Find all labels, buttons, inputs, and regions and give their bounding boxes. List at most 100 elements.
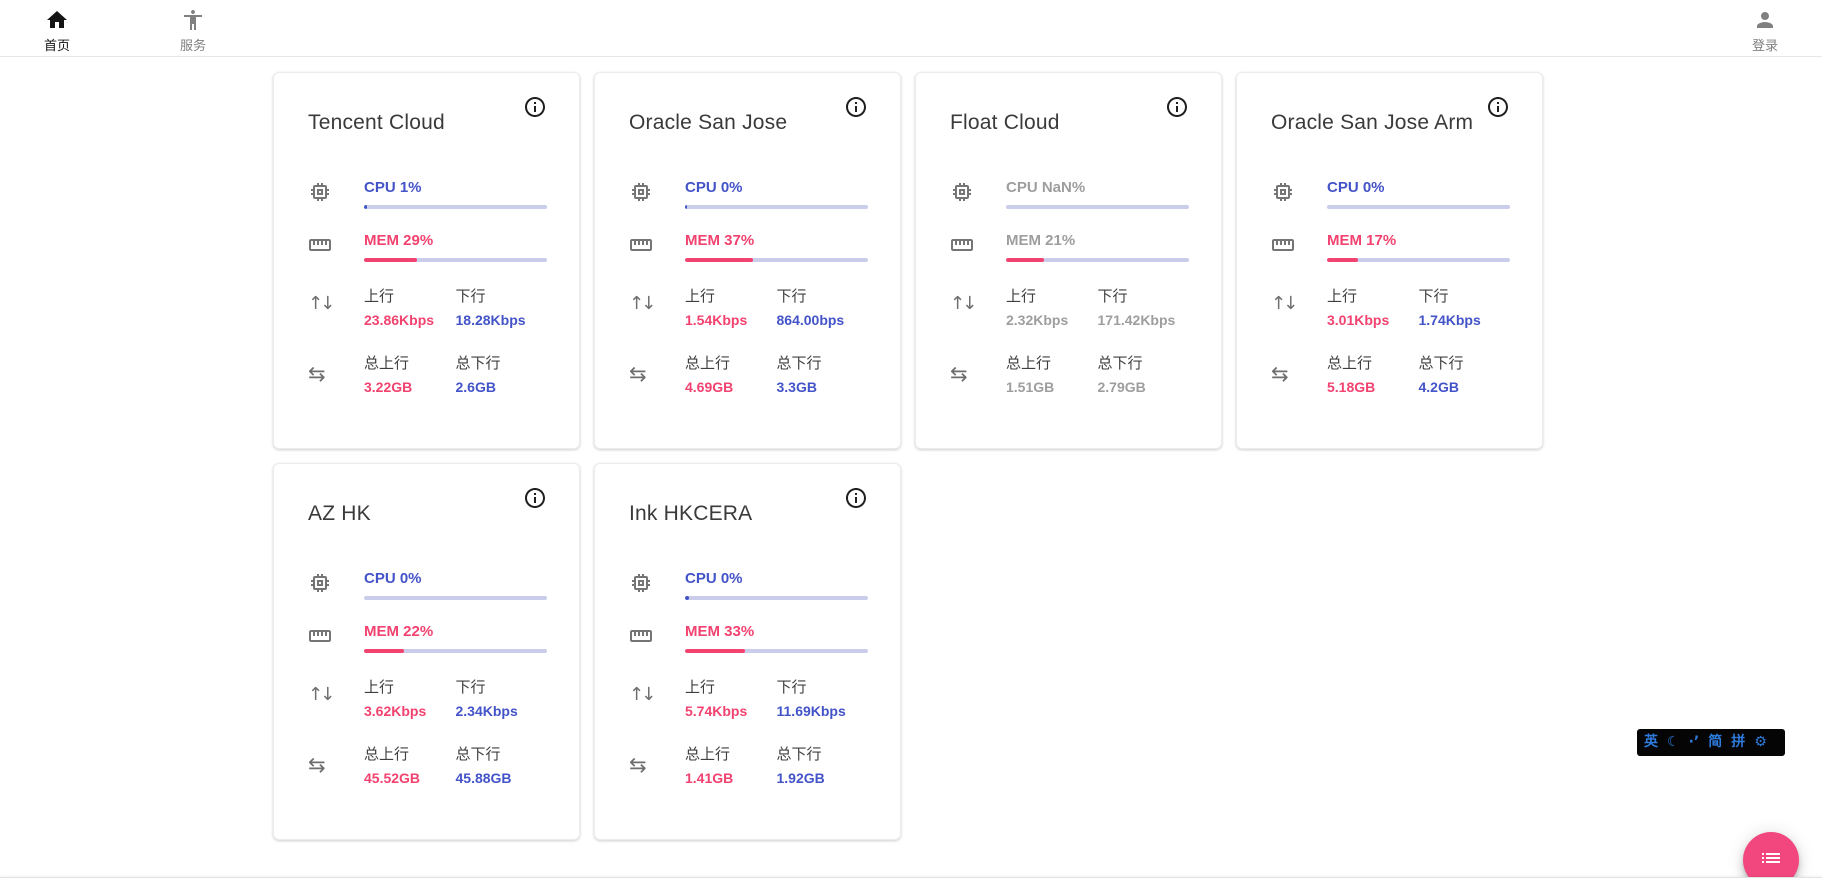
download-speed: 2.34Kbps [455, 703, 518, 719]
services-icon [181, 8, 205, 37]
server-name: Tencent Cloud [308, 111, 445, 134]
cpu-row: CPU NaN% [950, 179, 1189, 209]
total-download-label: 总下行 [1097, 355, 1143, 372]
swap-arrows-icon: ⇆ [308, 362, 326, 386]
cpu-chip-icon [629, 179, 685, 209]
upload-speed: 3.62Kbps [364, 703, 427, 719]
mem-progress-bar [1327, 258, 1510, 262]
memory-ruler-icon [629, 623, 685, 653]
mem-row: MEM 37% [629, 232, 868, 262]
network-speed-row: ↑↓ 上行 1.54Kbps 下行 864.00bps [629, 285, 868, 329]
moon-icon[interactable]: ☾ [1667, 734, 1680, 750]
info-icon[interactable] [844, 95, 868, 119]
cpu-chip-icon [308, 179, 364, 209]
nav-services-label: 服务 [179, 38, 206, 53]
mem-row: MEM 29% [308, 232, 547, 262]
mem-progress-bar [364, 649, 547, 653]
memory-ruler-icon [308, 232, 364, 262]
total-download: 2.6GB [455, 379, 496, 395]
ime-pinyin-toggle[interactable]: 拼 [1731, 734, 1746, 750]
mem-row: MEM 17% [1271, 232, 1510, 262]
upload-speed: 3.01Kbps [1327, 312, 1390, 328]
server-card-float-cloud: Float Cloud CPU NaN% MEM 21% [915, 72, 1222, 449]
upload-speed: 23.86Kbps [364, 312, 435, 328]
server-card-oracle-san-jose-arm: Oracle San Jose Arm CPU 0% MEM [1236, 72, 1543, 449]
cpu-row: CPU 1% [308, 179, 547, 209]
nav-item-home[interactable]: 首页 [28, 2, 86, 54]
cpu-usage-label: CPU 0% [364, 570, 422, 587]
ime-punctuation-toggle[interactable]: ·’ [1688, 734, 1700, 750]
server-name: AZ HK [308, 502, 371, 525]
network-speed-row: ↑↓ 上行 3.62Kbps 下行 2.34Kbps [308, 676, 547, 720]
nav-item-login[interactable]: 登录 [1736, 2, 1794, 54]
nav-home-label: 首页 [43, 38, 70, 53]
upload-label: 上行 [685, 679, 716, 696]
download-label: 下行 [776, 288, 807, 305]
server-card-tencent-cloud: Tencent Cloud CPU 1% MEM 29% [273, 72, 580, 449]
network-speed-row: ↑↓ 上行 23.86Kbps 下行 18.28Kbps [308, 285, 547, 329]
total-download-label: 总下行 [776, 355, 822, 372]
ime-simplified-toggle[interactable]: 简 [1708, 734, 1723, 750]
swap-arrows-icon: ⇆ [950, 362, 968, 386]
upload-speed: 5.74Kbps [685, 703, 748, 719]
info-icon[interactable] [523, 486, 547, 510]
memory-ruler-icon [950, 232, 1006, 262]
cpu-row: CPU 0% [629, 570, 868, 600]
info-icon[interactable] [844, 486, 868, 510]
gear-icon[interactable]: ⚙ [1754, 734, 1767, 750]
mem-usage-label: MEM 33% [685, 623, 755, 640]
ime-language-toggle[interactable]: 英 [1644, 734, 1658, 750]
network-total-row: ⇆ 总上行 4.69GB 总下行 3.3GB [629, 352, 868, 396]
upload-label: 上行 [364, 288, 395, 305]
server-name: Oracle San Jose [629, 111, 788, 134]
total-download: 2.79GB [1097, 379, 1146, 395]
download-label: 下行 [455, 288, 486, 305]
download-label: 下行 [455, 679, 486, 696]
total-download: 1.92GB [776, 770, 825, 786]
nav-item-services[interactable]: 服务 [164, 2, 222, 54]
total-download-label: 总下行 [1418, 355, 1464, 372]
download-speed: 171.42Kbps [1097, 312, 1176, 328]
cpu-progress-bar [685, 596, 868, 600]
download-label: 下行 [1418, 288, 1449, 305]
total-upload-label: 总上行 [364, 355, 410, 372]
info-icon[interactable] [1486, 95, 1510, 119]
cpu-row: CPU 0% [308, 570, 547, 600]
download-speed: 864.00bps [776, 312, 845, 328]
memory-ruler-icon [308, 623, 364, 653]
cpu-progress-bar [685, 205, 868, 209]
memory-ruler-icon [629, 232, 685, 262]
mem-usage-label: MEM 17% [1327, 232, 1397, 249]
updown-arrows-icon: ↑↓ [308, 293, 335, 314]
cpu-row: CPU 0% [629, 179, 868, 209]
cpu-row: CPU 0% [1271, 179, 1510, 209]
upload-speed: 2.32Kbps [1006, 312, 1069, 328]
ime-toolbar: 英 ☾ ·’ 简 拼 ⚙ [1637, 729, 1785, 756]
page-footer [0, 877, 1822, 892]
cpu-chip-icon [308, 570, 364, 600]
mem-progress-bar [685, 258, 868, 262]
upload-label: 上行 [364, 679, 395, 696]
mem-row: MEM 22% [308, 623, 547, 653]
network-total-row: ⇆ 总上行 1.41GB 总下行 1.92GB [629, 743, 868, 787]
total-upload: 45.52GB [364, 770, 421, 786]
cpu-chip-icon [950, 179, 1006, 209]
cpu-usage-label: CPU 0% [685, 570, 743, 587]
info-icon[interactable] [523, 95, 547, 119]
updown-arrows-icon: ↑↓ [629, 293, 656, 314]
cpu-chip-icon [1271, 179, 1327, 209]
home-icon [45, 8, 69, 37]
upload-speed: 1.54Kbps [685, 312, 748, 328]
server-card-oracle-san-jose: Oracle San Jose CPU 0% MEM 37% [594, 72, 901, 449]
info-icon[interactable] [1165, 95, 1189, 119]
network-speed-row: ↑↓ 上行 5.74Kbps 下行 11.69Kbps [629, 676, 868, 720]
total-download-label: 总下行 [455, 746, 501, 763]
cpu-usage-label: CPU 0% [685, 179, 743, 196]
total-upload: 3.22GB [364, 379, 413, 395]
updown-arrows-icon: ↑↓ [950, 293, 977, 314]
total-upload-label: 总上行 [685, 746, 731, 763]
swap-arrows-icon: ⇆ [629, 362, 647, 386]
total-download: 4.2GB [1418, 379, 1459, 395]
total-upload-label: 总上行 [364, 746, 410, 763]
cpu-usage-label: CPU NaN% [1006, 179, 1086, 196]
